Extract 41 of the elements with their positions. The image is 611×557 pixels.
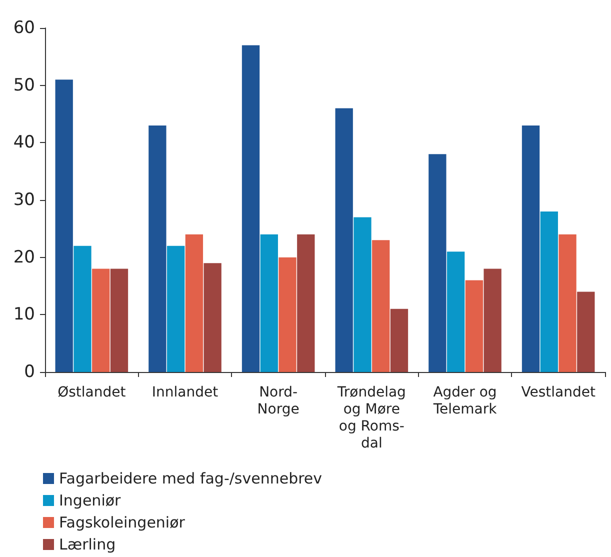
bar [55, 80, 73, 372]
legend-label: Lærling [59, 536, 116, 554]
bar [148, 125, 166, 372]
x-tick-label: Agder og Telemark [432, 384, 498, 418]
y-tick-label: 60 [13, 18, 35, 38]
legend-label: Ingeniør [59, 492, 122, 510]
bar [558, 234, 576, 372]
bar [540, 211, 558, 372]
bar [428, 154, 446, 372]
bar [335, 108, 353, 372]
y-tick-label: 50 [13, 75, 35, 96]
bar [577, 292, 595, 372]
bar [242, 45, 260, 372]
x-tick-label: Østlandet [58, 384, 126, 400]
x-tick-label: Vestlandet [521, 384, 596, 400]
y-tick-label: 10 [13, 304, 35, 325]
bar [484, 268, 502, 372]
bar [110, 268, 128, 372]
y-tick-label: 0 [24, 362, 35, 382]
x-tick-label: Nord- Norge [257, 384, 300, 418]
bar [92, 268, 110, 372]
bar [204, 263, 222, 372]
x-tick-label: Innlandet [152, 384, 219, 400]
x-tick-label: Trøndelag og Møre og Roms- dal [336, 384, 406, 452]
bar [278, 257, 296, 372]
legend-label: Fagskoleingeniør [59, 514, 186, 532]
bar [372, 240, 390, 372]
bar [260, 234, 278, 372]
bar [390, 308, 408, 372]
legend-label: Fagarbeidere med fag-/svennebrev [59, 470, 322, 488]
y-tick-label: 20 [13, 247, 35, 268]
bar [522, 125, 540, 372]
bar [446, 252, 465, 372]
bar [297, 234, 315, 372]
bar [185, 234, 204, 372]
bar [166, 246, 185, 372]
bar [465, 280, 484, 372]
y-tick-label: 40 [13, 132, 35, 153]
y-tick-label: 30 [13, 190, 35, 210]
bar [74, 246, 92, 372]
bar [354, 217, 372, 372]
